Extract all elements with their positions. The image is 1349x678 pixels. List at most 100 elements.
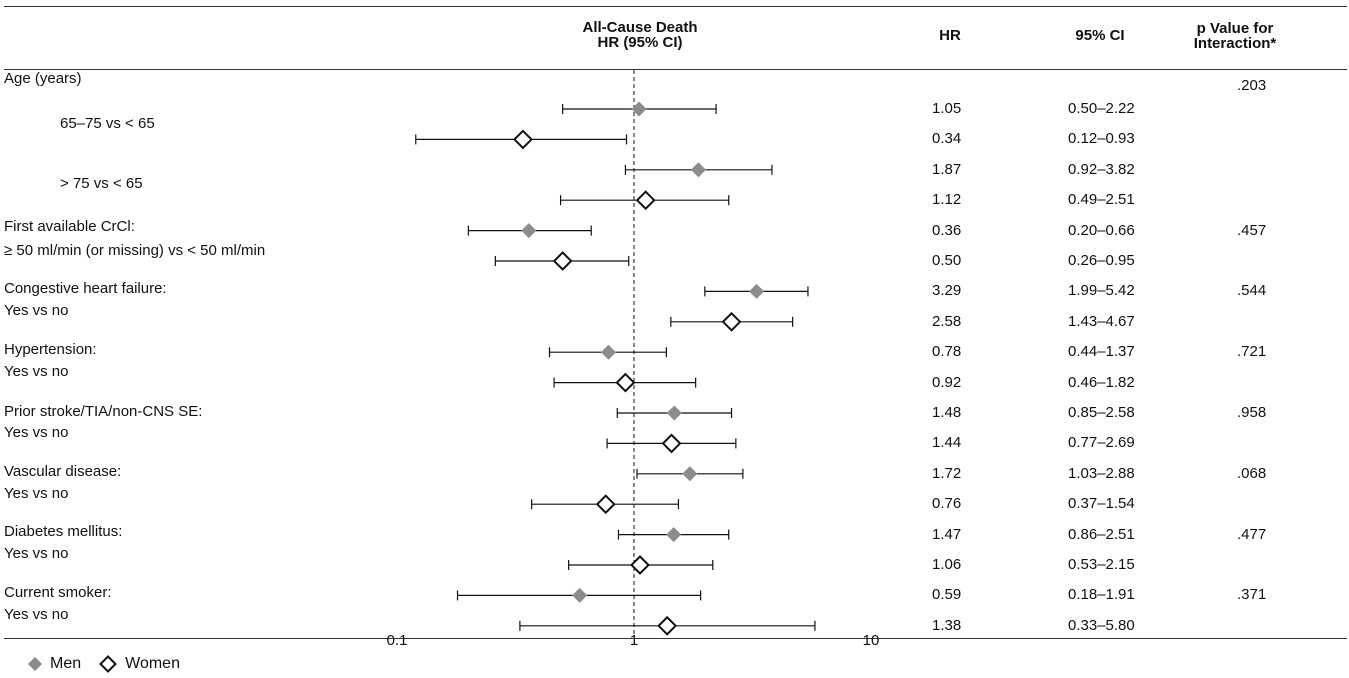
hr-value: 1.47 [932, 525, 962, 543]
legend-men-label: Men [50, 655, 82, 672]
hr-value: 0.76 [932, 495, 962, 513]
hr-point-men [666, 527, 682, 543]
hr-value: 3.29 [932, 282, 962, 300]
subgroup-label: Yes vs no [4, 606, 69, 623]
hr-point-women [635, 190, 656, 211]
hr-point-women [513, 129, 533, 150]
hr-point-women [721, 311, 742, 332]
p-value: .371 [1237, 586, 1267, 604]
ci-value: 0.26–0.95 [1068, 252, 1135, 269]
estimate-row-men [624, 162, 773, 178]
hr-value: 1.87 [932, 160, 962, 178]
subgroup-label: ≥ 50 ml/min (or missing) vs < 50 ml/min [4, 242, 266, 259]
estimate-row-men [456, 587, 702, 603]
ci-value: 0.37–1.54 [1068, 495, 1135, 513]
p-value: .068 [1237, 464, 1267, 482]
hr-value: 0.78 [932, 343, 962, 361]
header-rule [4, 69, 1347, 70]
hr-point-women [615, 372, 636, 393]
hr-value: 0.34 [932, 130, 962, 148]
x-tick-label: 0.1 [386, 632, 408, 649]
estimate-row-women [568, 555, 714, 575]
estimate-row-women [494, 251, 630, 271]
hr-value: 0.50 [932, 252, 962, 269]
legend-women-diamond-icon [99, 655, 118, 673]
hr-point-women [661, 433, 682, 454]
hr-point-men [666, 405, 682, 421]
legend-women-label: Women [125, 655, 180, 672]
p-value: .721 [1237, 343, 1267, 361]
ci-value: 0.85–2.58 [1068, 404, 1135, 421]
hr-column-header: HR [939, 27, 961, 44]
subgroup-label: Yes vs no [4, 363, 69, 380]
subgroup-label: Yes vs no [4, 424, 69, 441]
ci-value: 0.12–0.93 [1068, 130, 1135, 148]
subgroup-label: > 75 vs < 65 [60, 175, 143, 192]
hr-value: 1.72 [932, 464, 962, 482]
estimate-row-men [636, 466, 744, 482]
subgroup-label: Diabetes mellitus: [4, 523, 123, 540]
chart-title-line2: HR (95% CI) [597, 34, 683, 51]
hr-point-men [682, 466, 698, 482]
hr-value: 1.48 [932, 404, 962, 421]
ci-value: 0.53–2.15 [1068, 556, 1135, 573]
p-value-column-header: p Value for Interaction* [1175, 21, 1295, 51]
hr-point-women [552, 251, 573, 271]
ci-value: 0.92–3.82 [1068, 160, 1135, 178]
hr-value: 2.58 [932, 312, 962, 330]
subgroup-label: Age (years) [4, 70, 82, 87]
ci-value: 0.50–2.22 [1068, 100, 1135, 117]
hr-point-men [749, 283, 765, 299]
p-value: .958 [1237, 404, 1267, 421]
estimate-row-women [559, 190, 730, 211]
estimate-row-men [548, 344, 668, 360]
estimate-row-men [562, 101, 717, 117]
legend-item-women: Women [99, 655, 180, 673]
hr-value: 1.06 [932, 556, 962, 573]
subgroup-label: First available CrCl: [4, 218, 135, 235]
estimate-row-women [531, 494, 680, 515]
hr-value: 1.38 [932, 616, 962, 634]
x-tick-label: 10 [862, 632, 880, 649]
ci-value: 0.20–0.66 [1068, 221, 1135, 239]
hr-point-women [630, 555, 650, 575]
estimate-row-women [415, 129, 628, 150]
p-value: .457 [1237, 221, 1267, 239]
hr-point-women [595, 494, 616, 515]
subgroup-label: Hypertension: [4, 341, 97, 358]
estimate-row-women [519, 615, 816, 636]
top-rule [4, 6, 1347, 7]
p-value: .544 [1237, 282, 1267, 300]
hr-value: 0.36 [932, 221, 962, 239]
estimate-row-men [617, 527, 730, 543]
subgroup-label: Vascular disease: [4, 463, 122, 480]
legend-men-diamond-icon [28, 657, 42, 671]
p-value-header-line2: Interaction* [1193, 35, 1277, 52]
hr-value: 1.44 [932, 434, 962, 452]
estimate-row-women [606, 433, 737, 454]
p-value: .203 [1237, 77, 1267, 94]
subgroup-label: Yes vs no [4, 485, 69, 502]
subgroup-label: Congestive heart failure: [4, 280, 167, 297]
hr-value: 1.05 [932, 100, 962, 117]
estimate-row-women [670, 311, 794, 332]
hr-value: 0.59 [932, 586, 962, 604]
hr-point-men [521, 223, 537, 239]
ci-value: 1.43–4.67 [1068, 312, 1135, 330]
hr-point-men [690, 162, 706, 178]
ci-value: 1.99–5.42 [1068, 282, 1135, 300]
hr-point-men [631, 101, 647, 117]
subgroup-label: Prior stroke/TIA/non-CNS SE: [4, 403, 203, 420]
chart-title: All-Cause Death HR (95% CI) [500, 20, 780, 50]
p-value-header-line1: p Value for [1196, 20, 1274, 37]
subgroup-label: 65–75 vs < 65 [60, 115, 155, 132]
subgroup-label: Yes vs no [4, 545, 69, 562]
chart-title-line1: All-Cause Death [582, 19, 698, 36]
subgroup-label: Current smoker: [4, 584, 112, 601]
ci-value: 0.33–5.80 [1068, 616, 1135, 634]
legend: Men Women [28, 655, 190, 673]
ci-value: 0.44–1.37 [1068, 343, 1135, 361]
legend-item-men: Men [28, 655, 81, 673]
hr-value: 1.12 [932, 191, 962, 209]
